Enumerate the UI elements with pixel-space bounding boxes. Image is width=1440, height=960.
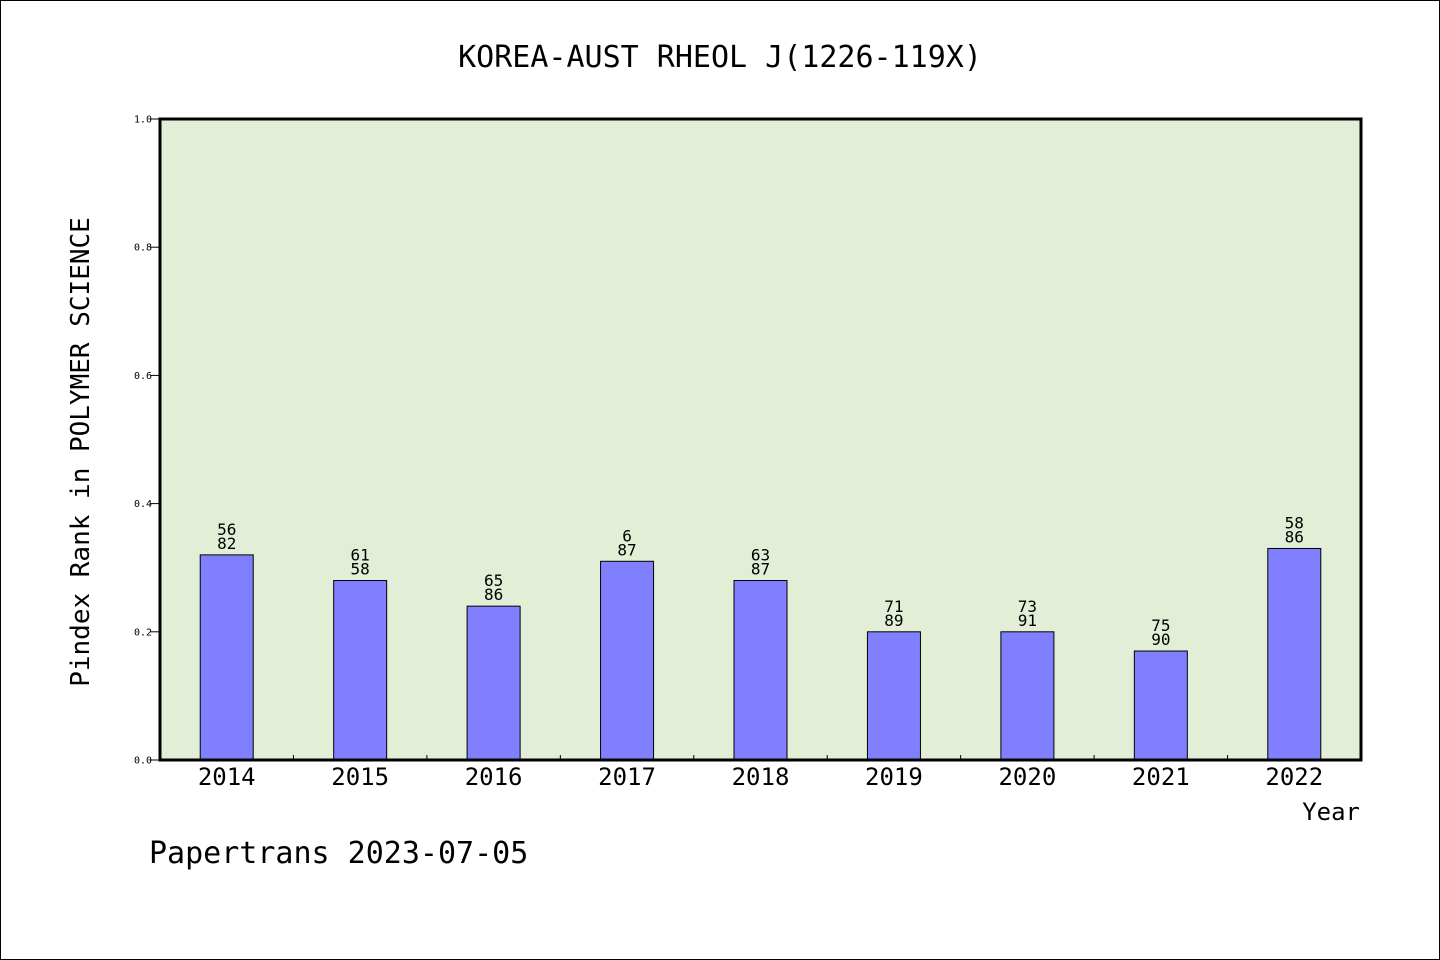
y-ticks-group: 0.0 0.2 0.4 0.6 0.8 1.0 bbox=[134, 115, 160, 767]
bar-2016 bbox=[466, 605, 521, 761]
y-tick-label: 0.8 bbox=[134, 243, 152, 254]
x-tick-label-2019: 2019 bbox=[865, 763, 923, 791]
bar-label-bottom-2014: 82 bbox=[217, 534, 236, 553]
footer-text: Papertrans 2023-07-05 bbox=[149, 836, 528, 871]
bar-label-bottom-2022: 86 bbox=[1285, 527, 1304, 546]
y-tick-label: 0.6 bbox=[134, 371, 152, 382]
x-tick-label-2022: 2022 bbox=[1265, 763, 1323, 791]
y-tick-label: 0.4 bbox=[134, 499, 152, 510]
bars-group bbox=[199, 547, 1322, 761]
x-tick-label-2017: 2017 bbox=[598, 763, 656, 791]
plot-border bbox=[158, 117, 1363, 762]
x-tick-label-2021: 2021 bbox=[1132, 763, 1190, 791]
x-tick-label-2015: 2015 bbox=[331, 763, 389, 791]
bar-label-top-2019: 71 bbox=[884, 597, 903, 616]
x-tick-label-2016: 2016 bbox=[465, 763, 523, 791]
bar-label-top-2020: 73 bbox=[1018, 597, 1037, 616]
bar-2014 bbox=[199, 554, 254, 761]
bar-2015 bbox=[333, 580, 388, 761]
bar-label-bottom-2020: 91 bbox=[1018, 611, 1037, 630]
y-tick-label: 0.2 bbox=[134, 627, 152, 638]
bar-2019 bbox=[866, 631, 921, 761]
bar-label-bottom-2015: 58 bbox=[351, 560, 370, 579]
bar-2018 bbox=[733, 580, 788, 761]
bar-label-bottom-2018: 87 bbox=[751, 560, 770, 579]
x-ticks-group: 2014 2015 2016 2017 2018 2019 2020 2021 2022 bbox=[198, 755, 1323, 791]
bar-label-top-2017: 6 bbox=[622, 526, 632, 545]
bar-label-top-2016: 65 bbox=[484, 571, 503, 590]
bar-label-top-2018: 63 bbox=[751, 546, 770, 565]
bar-label-top-2014: 56 bbox=[217, 520, 236, 539]
bar-label-bottom-2017: 87 bbox=[617, 540, 636, 559]
x-tick-label-2018: 2018 bbox=[732, 763, 790, 791]
y-axis-label: Pindex Rank in POLYMER SCIENCE bbox=[66, 217, 96, 687]
bar-2017 bbox=[600, 560, 655, 761]
bar-label-bottom-2019: 89 bbox=[884, 611, 903, 630]
chart-title: KOREA-AUST RHEOL J(1226-119X) bbox=[458, 40, 982, 75]
bar-label-top-2021: 75 bbox=[1151, 616, 1170, 635]
bar-label-bottom-2016: 86 bbox=[484, 585, 503, 604]
bar-label-bottom-2021: 90 bbox=[1151, 630, 1170, 649]
y-tick-label: 0.0 bbox=[134, 756, 152, 767]
x-axis-label: Year bbox=[1302, 798, 1360, 826]
y-tick-label: 1.0 bbox=[134, 115, 152, 126]
x-tick-label-2020: 2020 bbox=[998, 763, 1056, 791]
bar-2022 bbox=[1267, 547, 1322, 761]
bar-2021 bbox=[1133, 650, 1188, 761]
bar-label-top-2022: 58 bbox=[1285, 513, 1304, 532]
bar-label-top-2015: 61 bbox=[351, 546, 370, 565]
bar-2020 bbox=[1000, 631, 1055, 761]
x-tick-label-2014: 2014 bbox=[198, 763, 256, 791]
